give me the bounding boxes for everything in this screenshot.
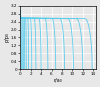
Y-axis label: p/p₀: p/p₀ bbox=[4, 33, 9, 42]
X-axis label: r/a₀: r/a₀ bbox=[54, 78, 62, 83]
